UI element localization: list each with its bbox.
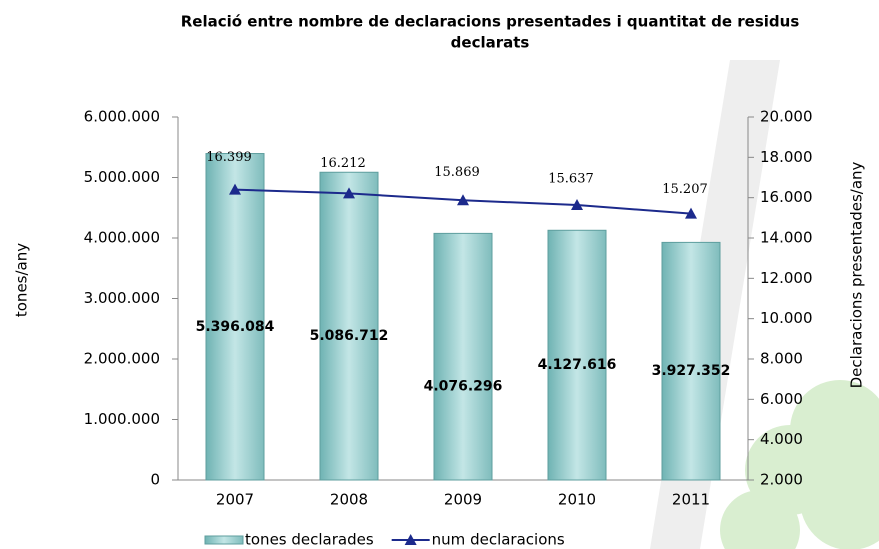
line-value-label: 15.207 [662,182,708,197]
legend-label: tones declarades [245,531,374,549]
chart-title: declarats [451,34,530,52]
bar-value-label: 4.076.296 [424,379,503,395]
line-marker [457,194,469,206]
y-tick-label: 0 [150,471,160,489]
y2-tick-label: 18.000 [760,148,813,166]
line-value-label: 15.637 [548,171,594,186]
line-value-label: 16.212 [320,156,366,171]
bar-value-label: 5.396.084 [196,319,275,335]
y2-tick-label: 6.000 [760,390,803,408]
bar-value-label: 4.127.616 [538,357,617,373]
background-cloud [720,380,879,549]
y2-tick-label: 14.000 [760,229,813,247]
y-tick-label: 3.000.000 [84,289,160,307]
y2-tick-label: 10.000 [760,309,813,327]
bar [205,153,265,481]
y2-tick-label: 2.000 [760,471,803,489]
legend-swatch [204,535,244,545]
x-tick-label: 2008 [330,491,368,509]
y-axis-label: tones/any [13,243,31,317]
y2-axis-label: Declaracions presentades/any [848,161,866,388]
legend-label: num declaracions [432,531,565,549]
chart-title: Relació entre nombre de declaracions pre… [181,13,800,31]
line-marker [685,207,697,219]
x-tick-label: 2009 [444,491,482,509]
y-tick-label: 2.000.000 [84,350,160,368]
x-tick-label: 2011 [672,491,710,509]
bar [547,229,607,481]
y2-tick-label: 12.000 [760,269,813,287]
legend-swatch [404,534,417,545]
y-tick-label: 4.000.000 [84,229,160,247]
bar [433,232,493,481]
y2-tick-label: 20.000 [760,108,813,126]
bar-value-label: 5.086.712 [310,328,389,344]
line-marker [571,198,583,210]
bar [661,241,721,481]
x-tick-label: 2010 [558,491,596,509]
y2-tick-label: 4.000 [760,430,803,448]
y-tick-label: 1.000.000 [84,410,160,428]
bar [319,171,379,481]
x-tick-label: 2007 [216,491,254,509]
line-marker [229,183,241,195]
line-value-label: 15.869 [434,165,480,180]
bar-value-label: 3.927.352 [652,363,731,379]
y-tick-label: 6.000.000 [84,108,160,126]
line-marker [343,187,355,199]
line-value-label: 16.399 [206,150,252,165]
y2-tick-label: 8.000 [760,350,803,368]
y2-tick-label: 16.000 [760,188,813,206]
y-tick-label: 5.000.000 [84,168,160,186]
